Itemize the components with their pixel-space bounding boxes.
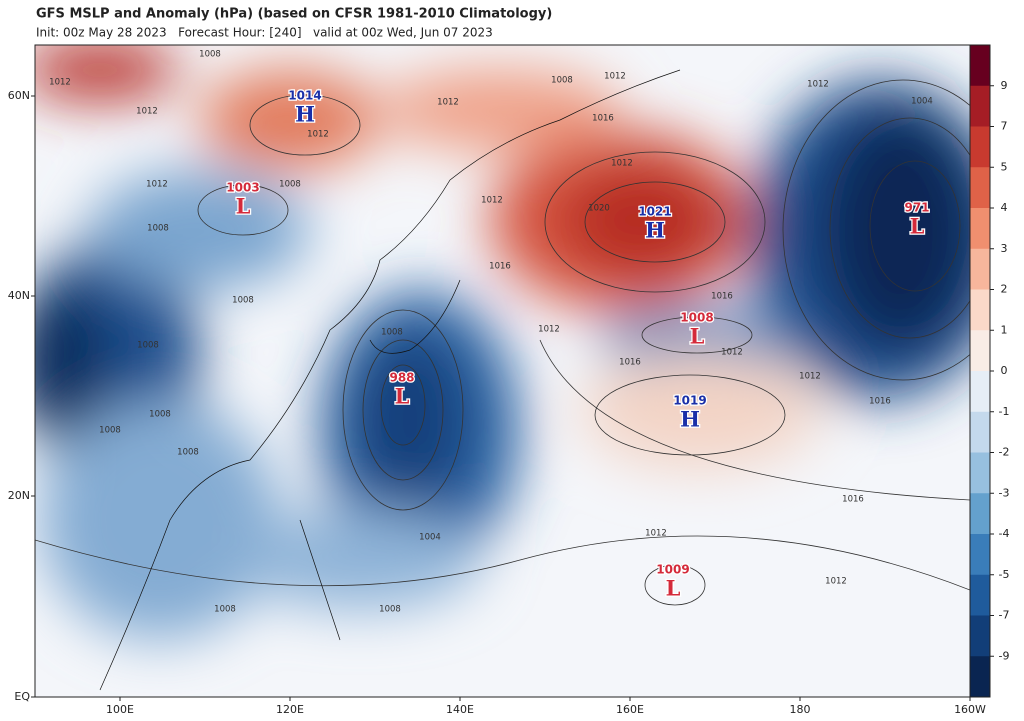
longitude-label: 120E <box>276 703 304 716</box>
isobar-label: 1012 <box>146 180 168 190</box>
colorbar-swatch <box>970 452 990 494</box>
center-value: 971 <box>904 201 929 215</box>
isobar-label: 1004 <box>419 533 441 543</box>
isobar-label: 1008 <box>551 76 573 86</box>
longitude-label: 140E <box>446 703 474 716</box>
colorbar-swatch <box>970 126 990 168</box>
center-symbol: L <box>395 384 410 409</box>
colorbar-swatch <box>970 45 990 87</box>
isobar-label: 1008 <box>379 605 401 615</box>
isobar-label: 1016 <box>711 292 733 302</box>
center-symbol: L <box>910 214 925 239</box>
colorbar-label: 3 <box>1001 242 1008 255</box>
colorbar-swatch <box>970 208 990 250</box>
center-value: 1009 <box>656 563 689 577</box>
center-value: 1019 <box>673 394 706 408</box>
isobar-label: 1016 <box>619 358 641 368</box>
center-value: 1003 <box>226 181 259 195</box>
colorbar-swatch <box>970 248 990 290</box>
colorbar-label: 7 <box>1001 120 1008 133</box>
isobar-label: 1012 <box>807 80 829 90</box>
isobar-label: 1008 <box>99 426 121 436</box>
center-value: 1014 <box>288 89 321 103</box>
colorbar-label: 1 <box>1001 323 1008 336</box>
longitude-label: 100E <box>106 703 134 716</box>
isobar-label: 1016 <box>489 262 511 272</box>
colorbar-swatch <box>970 534 990 576</box>
colorbar-label: -2 <box>999 446 1010 459</box>
colorbar-label: 0 <box>1001 364 1008 377</box>
center-value: 1008 <box>680 311 713 325</box>
isobar-label: 1020 <box>588 204 610 214</box>
isobar-label: 1012 <box>721 348 743 358</box>
isobar-label: 1012 <box>799 372 821 382</box>
longitude-label: 180 <box>790 703 811 716</box>
colorbar-label: -1 <box>999 405 1010 418</box>
isobar-label: 1008 <box>147 224 169 234</box>
title: GFS MSLP and Anomaly (hPa) (based on CFS… <box>36 7 552 22</box>
colorbar-label: 4 <box>1001 201 1008 214</box>
center-value: 988 <box>389 371 414 385</box>
colorbar-swatch <box>970 656 990 698</box>
isobar-label: 1008 <box>232 296 254 306</box>
colorbar-swatch <box>970 330 990 372</box>
colorbar-swatch <box>970 167 990 209</box>
colorbar-label: -4 <box>999 527 1010 540</box>
center-value: 1021 <box>638 205 671 219</box>
isobar-label: 1008 <box>279 180 301 190</box>
center-symbol: L <box>236 194 251 219</box>
isobar-label: 1012 <box>49 78 71 88</box>
colorbar-swatch <box>970 371 990 413</box>
colorbar-label: -3 <box>999 486 1010 499</box>
colorbar-swatch <box>970 289 990 331</box>
isobar-label: 1012 <box>307 130 329 140</box>
isobar-label: 1004 <box>911 97 933 107</box>
colorbar-swatch <box>970 615 990 657</box>
coastlines <box>99 69 681 691</box>
colorbar-label: -9 <box>999 649 1010 662</box>
colorbar-swatch <box>970 493 990 535</box>
colorbar-swatch <box>970 85 990 127</box>
longitude-label: 160W <box>954 703 986 716</box>
colorbar-label: 5 <box>1001 160 1008 173</box>
isobar-label: 1008 <box>177 448 199 458</box>
latitude-label: 40N <box>8 289 30 302</box>
colorbar-label: -5 <box>999 568 1010 581</box>
colorbar: 9 7 5 4 3 2 1 0 -1 -2 -3 -4 -5 -7 -9 <box>969 44 1010 698</box>
isobar-label: 1012 <box>437 98 459 108</box>
colorbar-label: -7 <box>999 609 1010 622</box>
isobar-label: 1012 <box>604 72 626 82</box>
center-symbol: H <box>645 218 665 243</box>
isobar-label: 1016 <box>869 397 891 407</box>
colorbar-label: 2 <box>1001 283 1008 296</box>
isobar-label: 1012 <box>481 196 503 206</box>
map-field <box>35 45 970 697</box>
colorbar-label: 9 <box>1001 79 1008 92</box>
isobar-label: 1012 <box>538 325 560 335</box>
longitude-label: 160E <box>616 703 644 716</box>
isobar-label: 1012 <box>611 159 633 169</box>
isobar-label: 1008 <box>149 410 171 420</box>
isobar-label: 1016 <box>592 114 614 124</box>
center-symbol: L <box>666 576 681 601</box>
colorbar-swatch <box>970 411 990 453</box>
latitude-label: 60N <box>8 89 30 102</box>
isobar-label: 1012 <box>645 529 667 539</box>
isobar-label: 1016 <box>842 495 864 505</box>
isobar-label: 1008 <box>214 605 236 615</box>
isobar-label: 1008 <box>199 50 221 60</box>
center-symbol: L <box>690 324 705 349</box>
isobar-label: 1008 <box>381 328 403 338</box>
isobar-label: 1012 <box>136 107 158 117</box>
latitude-label: 20N <box>8 489 30 502</box>
center-symbol: H <box>295 102 315 127</box>
isobar-label: 1012 <box>825 577 847 587</box>
subtitle: Init: 00z May 28 2023 Forecast Hour: [24… <box>36 26 493 40</box>
latitude-label: EQ <box>14 690 30 703</box>
center-symbol: H <box>680 407 700 432</box>
colorbar-swatch <box>970 574 990 616</box>
isobar-label: 1008 <box>137 341 159 351</box>
isobars <box>35 79 970 606</box>
